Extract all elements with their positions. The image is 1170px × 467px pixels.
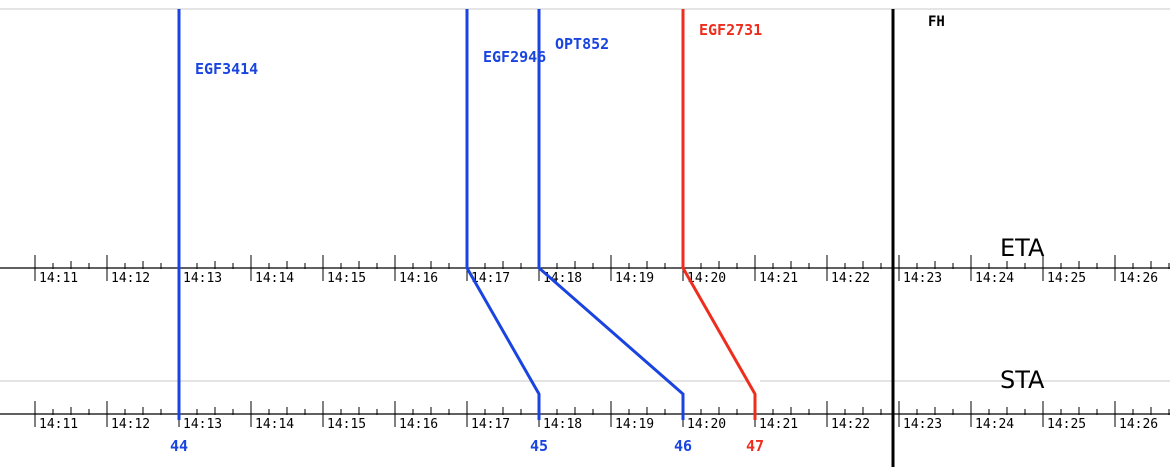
sta-axis-title: STA	[1000, 366, 1045, 394]
callsign-label[interactable]: EGF3414	[195, 60, 258, 78]
callsign-label[interactable]: EGF2731	[699, 21, 762, 39]
eta-tick-label: 14:25	[1047, 271, 1086, 286]
sta-tick-label: 14:26	[1119, 417, 1158, 432]
sta-tick-label: 14:13	[183, 417, 222, 432]
eta-tick-label: 14:17	[471, 271, 510, 286]
frame-gap	[749, 378, 760, 386]
sequence-number: 47	[746, 437, 764, 455]
sta-tick-label: 14:22	[831, 417, 870, 432]
sta-tick-label: 14:12	[111, 417, 150, 432]
eta-tick-label: 14:12	[111, 271, 150, 286]
sta-tick-label: 14:24	[975, 417, 1014, 432]
sta-tick-label: 14:23	[903, 417, 942, 432]
flight-track-opt852[interactable]: OPT852 46	[537, 9, 692, 455]
sta-tick-label: 14:15	[327, 417, 366, 432]
eta-tick-label: 14:20	[687, 271, 726, 286]
flight-track-egf2731[interactable]: EGF2731 47	[681, 9, 764, 455]
flight-tracks: EGF3414 44 EGF2946 45 OPT852 46 EGF2731 47	[170, 9, 764, 455]
sta-tick-label: 14:19	[615, 417, 654, 432]
sta-tick-label: 14:11	[39, 417, 78, 432]
eta-tick-label: 14:23	[903, 271, 942, 286]
eta-tick-label: 14:16	[399, 271, 438, 286]
eta-tick-label: 14:15	[327, 271, 366, 286]
eta-tick-label: 14:26	[1119, 271, 1158, 286]
flight-track-egf3414[interactable]: EGF3414 44	[170, 9, 258, 455]
eta-tick-label: 14:13	[183, 271, 222, 286]
sta-tick-label: 14:20	[687, 417, 726, 432]
sta-tick-label: 14:18	[543, 417, 582, 432]
sequence-number: 45	[530, 437, 548, 455]
flight-track-line[interactable]	[465, 9, 541, 420]
sta-tick-label: 14:16	[399, 417, 438, 432]
sta-tick-label: 14:17	[471, 417, 510, 432]
callsign-label[interactable]: OPT852	[555, 35, 609, 53]
callsign-label[interactable]: EGF2946	[483, 48, 546, 66]
sta-tick-label: 14:21	[759, 417, 798, 432]
eta-tick-label: 14:21	[759, 271, 798, 286]
eta-tick-label: 14:22	[831, 271, 870, 286]
flight-track-line[interactable]	[681, 9, 757, 420]
sequence-number: 46	[674, 437, 692, 455]
eta-tick-label: 14:18	[543, 271, 582, 286]
eta-tick-label: 14:11	[39, 271, 78, 286]
sta-tick-label: 14:14	[255, 417, 294, 432]
eta-axis-title: ETA	[1000, 234, 1045, 262]
eta-time-axis: 14:11 14:12 14:13 14:14 14:15 14:16 14:17 14:18…	[0, 255, 1170, 286]
eta-tick-label: 14:14	[255, 271, 294, 286]
fix-label: FH	[928, 14, 945, 30]
sta-tick-label: 14:25	[1047, 417, 1086, 432]
sta-time-axis: 14:11 14:12 14:13 14:14 14:15 14:16 14:17 14:18…	[0, 401, 1170, 432]
flight-track-line[interactable]	[537, 9, 685, 420]
eta-tick-label: 14:19	[615, 271, 654, 286]
flight-track-egf2946[interactable]: EGF2946 45	[465, 9, 548, 455]
eta-tick-label: 14:24	[975, 271, 1014, 286]
sequence-number: 44	[170, 437, 188, 455]
